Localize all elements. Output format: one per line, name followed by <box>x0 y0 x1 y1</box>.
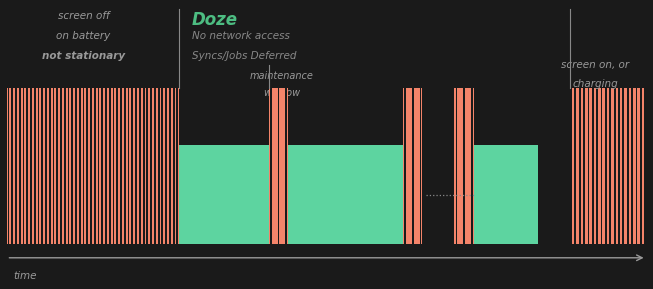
Bar <box>631 88 633 244</box>
Text: No network access: No network access <box>192 31 290 41</box>
Bar <box>269 88 288 244</box>
Bar <box>38 88 39 244</box>
Bar <box>60 88 62 244</box>
Bar <box>404 88 422 244</box>
Bar <box>53 88 54 244</box>
Bar <box>420 88 421 244</box>
Bar <box>113 88 114 244</box>
Bar <box>11 88 13 244</box>
Bar <box>90 88 92 244</box>
Text: window: window <box>263 88 300 98</box>
Bar <box>473 144 537 244</box>
Bar <box>618 88 620 244</box>
Bar <box>605 88 607 244</box>
Bar <box>463 88 465 244</box>
Bar <box>596 88 598 244</box>
Bar <box>588 88 589 244</box>
Bar <box>614 88 616 244</box>
Bar <box>79 88 81 244</box>
Text: Doze: Doze <box>192 11 238 29</box>
Bar <box>49 88 51 244</box>
Bar <box>23 88 24 244</box>
Bar <box>109 88 111 244</box>
Bar <box>456 88 457 244</box>
Bar <box>116 88 118 244</box>
Bar <box>154 88 156 244</box>
Text: Syncs/Jobs Deferred: Syncs/Jobs Deferred <box>192 51 296 61</box>
Bar <box>570 88 572 244</box>
Bar <box>135 88 137 244</box>
Bar <box>583 88 585 244</box>
Bar <box>622 88 624 244</box>
Bar <box>412 88 414 244</box>
Text: screen off: screen off <box>57 11 109 21</box>
Bar <box>45 88 47 244</box>
Bar <box>404 88 406 244</box>
Text: charging: charging <box>573 79 618 89</box>
Bar <box>645 88 646 244</box>
Bar <box>71 88 73 244</box>
Bar <box>128 88 129 244</box>
Bar <box>101 88 103 244</box>
Bar <box>627 88 629 244</box>
Bar <box>180 144 269 244</box>
Bar <box>120 88 122 244</box>
Bar <box>575 88 576 244</box>
Bar <box>8 88 9 244</box>
Bar <box>15 88 17 244</box>
Bar <box>601 88 603 244</box>
Bar <box>161 88 163 244</box>
Bar <box>105 88 107 244</box>
Bar <box>454 88 473 244</box>
Bar <box>143 88 144 244</box>
Bar <box>26 88 28 244</box>
Bar <box>75 88 77 244</box>
Text: on battery: on battery <box>56 31 110 41</box>
Bar <box>56 88 58 244</box>
Bar <box>169 88 171 244</box>
Text: time: time <box>13 271 37 281</box>
Bar <box>131 88 133 244</box>
Bar <box>165 88 167 244</box>
Bar <box>288 144 404 244</box>
Bar <box>158 88 159 244</box>
Bar <box>569 88 646 244</box>
Bar <box>285 88 287 244</box>
Bar <box>176 88 178 244</box>
Bar <box>471 88 473 244</box>
Bar <box>150 88 152 244</box>
Bar <box>579 88 581 244</box>
Bar <box>173 88 174 244</box>
Bar <box>640 88 642 244</box>
Text: screen on, or: screen on, or <box>561 60 629 70</box>
Bar <box>278 88 279 244</box>
Bar <box>68 88 69 244</box>
Bar <box>64 88 66 244</box>
Bar <box>592 88 594 244</box>
Bar <box>41 88 43 244</box>
Bar <box>94 88 96 244</box>
Bar <box>139 88 141 244</box>
Bar <box>609 88 611 244</box>
Bar <box>19 88 21 244</box>
Bar <box>7 88 180 244</box>
Text: maintenance: maintenance <box>249 71 313 81</box>
Bar <box>30 88 32 244</box>
Bar <box>146 88 148 244</box>
Text: not stationary: not stationary <box>42 51 125 61</box>
Bar <box>34 88 36 244</box>
Bar <box>86 88 88 244</box>
Bar <box>270 88 272 244</box>
Bar <box>635 88 637 244</box>
Bar <box>98 88 99 244</box>
Bar <box>83 88 84 244</box>
Bar <box>124 88 126 244</box>
